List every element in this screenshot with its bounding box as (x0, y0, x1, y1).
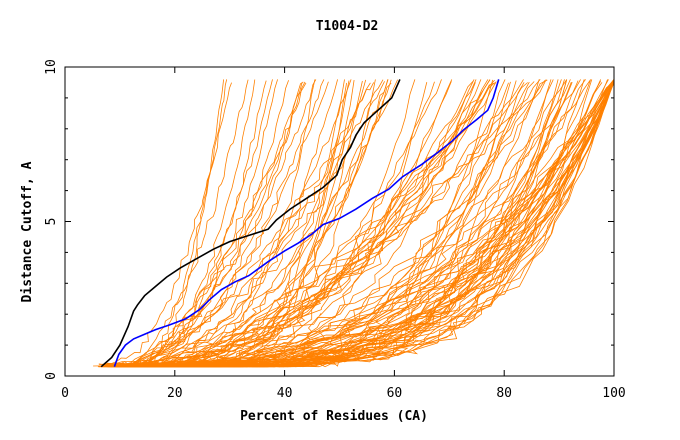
other-model-line (121, 79, 338, 367)
other-model-line (132, 81, 452, 368)
other-model-line (122, 79, 317, 368)
x-tick-label: 100 (602, 386, 625, 401)
other-model-line (130, 82, 392, 368)
other-models-group (93, 79, 615, 368)
other-model-line (101, 81, 329, 368)
other-model-line (103, 82, 232, 368)
chart-title: T1004-D2 (316, 19, 379, 34)
y-tick-label: 0 (44, 372, 59, 380)
other-model-line (128, 82, 371, 366)
other-model-line (106, 79, 491, 368)
y-tick-label: 10 (44, 59, 59, 75)
other-model-line (126, 79, 559, 368)
other-model-line (134, 79, 489, 368)
other-model-line (109, 79, 615, 368)
other-model-line (145, 79, 389, 368)
x-tick-label: 60 (387, 386, 403, 401)
other-model-line (127, 79, 547, 368)
axis-ticks: 0 20 40 60 80 100 0 5 10 (44, 59, 626, 401)
other-model-line (107, 79, 482, 368)
x-tick-label: 40 (277, 386, 293, 401)
other-model-line (133, 80, 615, 368)
other-model-line (133, 79, 224, 368)
x-tick-label: 20 (167, 386, 183, 401)
other-model-line (104, 81, 306, 368)
other-model-line (128, 82, 303, 365)
other-model-line (106, 80, 615, 368)
other-model-line (102, 79, 609, 368)
series-group (100, 79, 500, 368)
y-axis-title: Distance Cutoff, A (20, 161, 35, 302)
x-axis-title: Percent of Residues (CA) (240, 409, 428, 424)
other-model-line (104, 82, 307, 368)
other-model-line (136, 79, 325, 368)
other-model-line (135, 82, 375, 368)
other-model-line (110, 79, 345, 368)
y-tick-label: 5 (44, 218, 59, 226)
x-tick-label: 0 (61, 386, 69, 401)
other-model-line (106, 79, 273, 368)
other-model-line (146, 81, 535, 368)
other-model-line (106, 79, 475, 368)
other-model-line (104, 79, 615, 368)
other-model-line (93, 79, 398, 367)
other-model-line (137, 79, 591, 368)
series-line-second (113, 79, 500, 367)
other-model-line (139, 81, 615, 368)
other-model-line (99, 79, 615, 368)
other-model-line (129, 79, 593, 368)
x-tick-label: 80 (496, 386, 512, 401)
series-line-best (100, 79, 401, 368)
other-model-line (119, 79, 552, 368)
other-model-line (108, 81, 530, 368)
other-model-line (119, 79, 581, 368)
other-model-line (145, 79, 352, 366)
other-model-line (124, 79, 506, 368)
other-model-line (119, 81, 304, 367)
other-model-line (124, 82, 603, 368)
other-model-line (119, 79, 615, 368)
other-model-line (132, 79, 571, 368)
other-model-line (138, 82, 615, 368)
other-model-line (116, 79, 249, 368)
other-model-line (136, 80, 267, 368)
other-model-line (136, 79, 228, 368)
